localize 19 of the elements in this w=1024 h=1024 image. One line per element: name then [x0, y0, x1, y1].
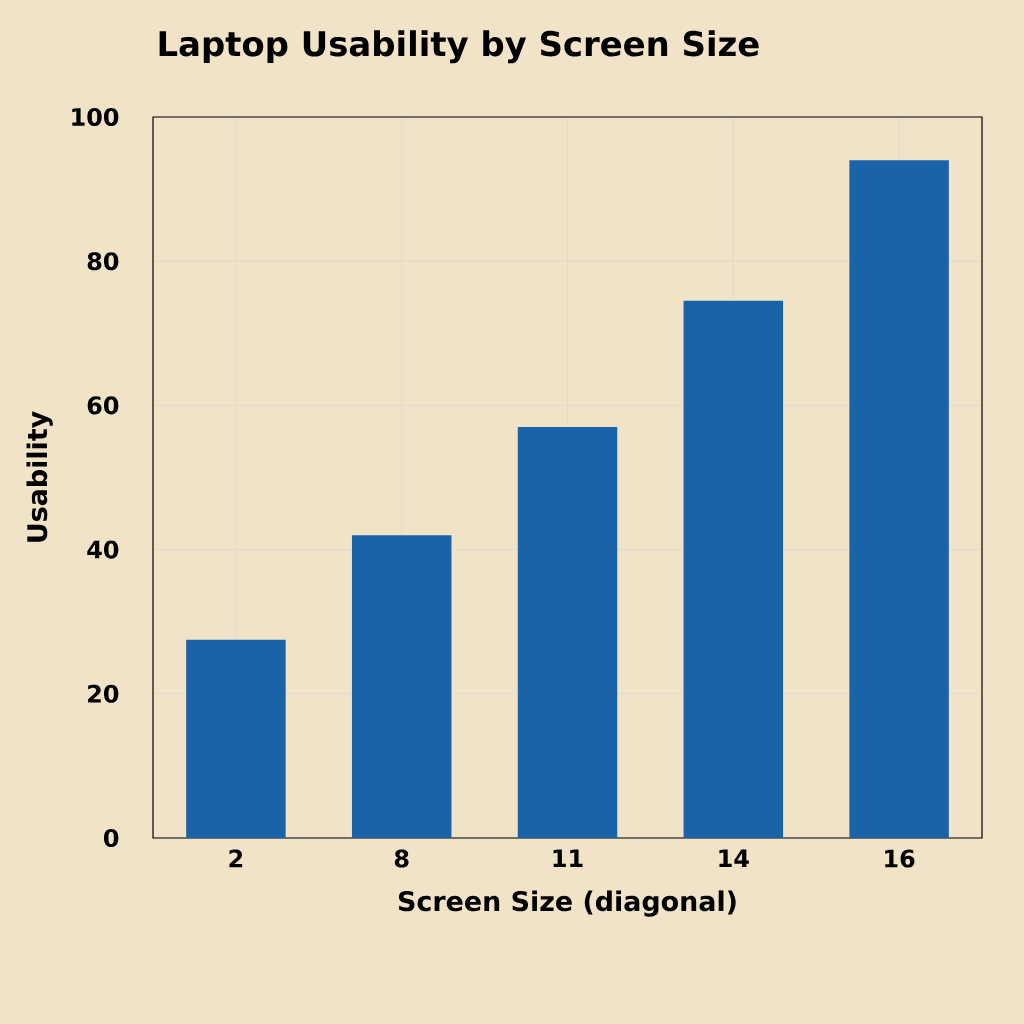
- y-tick-label: 60: [87, 396, 119, 415]
- chart-title: Laptop Usability by Screen Size: [159, 30, 759, 64]
- bar: [517, 427, 618, 838]
- bar: [683, 300, 784, 838]
- y-tick-label: 40: [87, 540, 119, 559]
- x-tick-label: 16: [885, 849, 915, 868]
- bar: [351, 535, 452, 838]
- x-tick-label: 8: [394, 849, 409, 868]
- y-tick-label: 20: [88, 684, 119, 703]
- y-tick-label: 0: [103, 828, 119, 848]
- y-tick-label: 100: [72, 107, 119, 127]
- y-axis-title: Usability: [26, 411, 53, 542]
- x-tick-label: 11: [553, 849, 583, 867]
- bar: [849, 160, 949, 838]
- x-axis-title: Screen Size (diagonal): [398, 890, 736, 917]
- y-tick-label: 80: [87, 252, 119, 271]
- x-tick-label: 14: [719, 849, 749, 867]
- bar: [186, 639, 286, 838]
- x-tick-label: 2: [229, 849, 243, 868]
